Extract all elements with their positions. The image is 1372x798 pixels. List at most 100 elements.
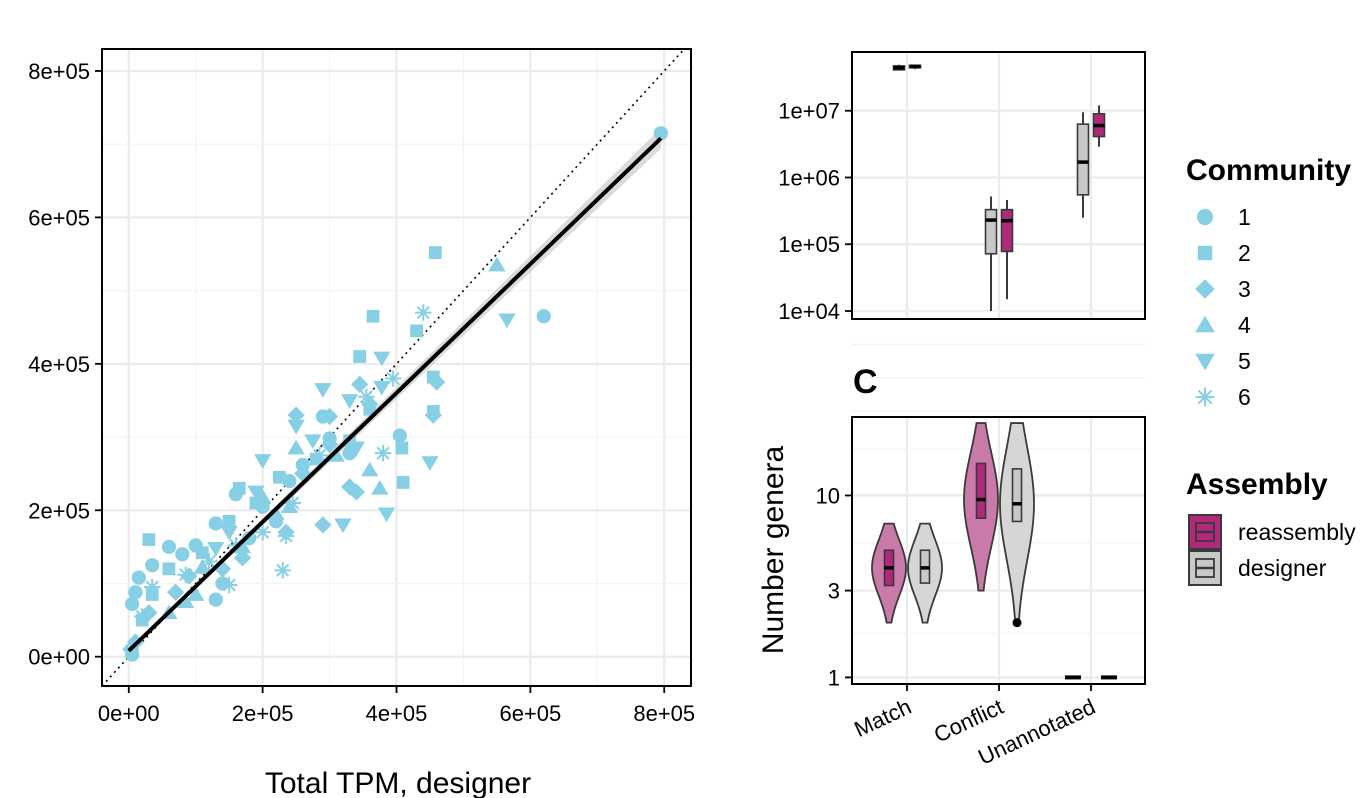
scatter-point-community-1 [536,309,551,324]
legend-community: Community 1 2 3 4 5 6 [1186,154,1351,410]
scatter-point-community-1 [208,516,223,531]
scatter-point-community-1 [282,473,297,489]
scatter-point-community-6 [415,304,432,321]
scatter-point-community-6 [374,444,392,462]
scatter-point-community-6 [177,566,194,583]
legend-community-title: Community [1186,154,1351,187]
scatter-point-community-1 [653,126,669,141]
scatter-point-community-6 [133,608,151,625]
scatter-point-community-2 [272,470,286,484]
violin-y-ticks: 1 3 10 [816,483,852,690]
scatter-x-tick-label: 0e+00 [98,701,160,726]
scatter-point-community-3 [428,373,446,391]
legend-key-community-5 [1195,353,1215,371]
scatter-point-community-5 [220,525,238,541]
violin-conflict-reassembly [963,422,999,592]
scatter-point-community-5 [373,351,391,367]
scatter-point-community-4 [371,480,389,495]
scatter-point-community-5 [287,419,305,435]
scatter-point-community-4 [187,586,205,601]
scatter-point-community-5 [207,541,225,557]
violin-x-tick-label: Match [850,694,915,742]
legend-key-assembly-reassembly [1188,514,1222,550]
scatter-point-community-3 [320,407,339,426]
box-match-designer [908,64,922,70]
scatter-point-community-3 [424,406,442,424]
box-body [984,208,998,255]
legend-key-community-6 [1195,387,1215,407]
scatter-point-community-3 [314,516,332,534]
scatter-point-community-3 [320,435,339,454]
violin-y-tick-label: 10 [816,483,840,508]
scatter-point-community-1 [208,592,223,607]
legend-label-community: 4 [1238,312,1251,338]
scatter-point-community-5 [498,313,516,329]
violin-y-tick-label: 1 [828,665,840,690]
box-y-tick-label: 1e+06 [778,165,840,190]
scatter-point-community-1 [124,596,140,612]
violin-y-tick-label: 3 [828,579,840,604]
scatter-point-community-5 [421,456,439,471]
scatter-point-community-4 [361,461,379,477]
box-grid [852,52,1145,412]
box-match-reassembly [892,64,906,71]
scatter-point-community-6 [220,576,238,594]
box-y-tick-label: 1e+04 [778,299,840,324]
box-body [1076,123,1090,196]
scatter-y-tick-label: 6e+05 [28,205,90,230]
scatter-point-community-1 [175,547,190,562]
scatter-y-tick-label: 8e+05 [28,59,90,84]
scatter-point-community-5 [377,507,396,523]
scatter-point-community-5 [334,518,352,534]
violin-match-designer [907,522,943,624]
scatter-x-tick-label: 2e+05 [232,701,294,726]
legend-label-assembly: designer [1238,555,1327,581]
scatter-point-community-2 [353,350,367,363]
violin-box [1011,468,1023,523]
box-conflict-reassembly [1000,200,1014,300]
scatter-y-tick-label: 2e+05 [28,498,90,523]
box-body [1000,208,1014,253]
box-marks [892,64,1106,311]
scatter-point-community-2 [222,514,236,528]
scatter-point-community-1 [161,539,177,555]
scatter-point-community-6 [277,527,295,545]
scatter-point-community-4 [193,559,212,574]
scatter-point-community-1 [295,457,310,473]
scatter-x-tick-label: 6e+05 [499,701,561,726]
box-y-tick-label: 1e+05 [778,232,840,257]
scatter-point-community-6 [274,562,291,579]
scatter-point-community-2 [196,546,209,560]
scatter-point-community-2 [410,324,423,338]
legend-key-box [1188,514,1222,550]
scatter-point-community-6 [200,553,218,570]
violin-conflict-designer [999,422,1035,628]
scatter-point-community-6 [311,447,328,464]
scatter-point-community-6 [358,388,375,406]
legend-label-community: 2 [1238,240,1251,266]
scatter-point-community-4 [287,439,305,455]
legend-assembly-title: Assembly [1186,468,1328,501]
violin-grid [852,417,1145,684]
scatter-point-community-5 [304,434,322,449]
scatter-point-community-3 [233,549,252,567]
scatter-point-community-2 [366,309,380,323]
legend-community-items: 1 2 3 4 5 6 [1195,204,1251,410]
scatter-point-community-3 [351,375,369,393]
scatter-point-community-4 [488,256,506,272]
box-conflict-designer [984,196,998,311]
violin-match-reassembly [871,522,907,624]
scatter-point-community-2 [232,481,246,495]
fit-line [127,136,663,653]
scatter-point-community-2 [428,246,442,259]
scatter-point-community-5 [373,380,391,396]
scatter-y-tick-label: 4e+05 [28,352,90,377]
scatter-y-tick-label: 0e+00 [28,645,90,670]
scatter-x-tick-label: 8e+05 [633,701,695,726]
scatter-point-community-5 [341,394,359,409]
scatter-point-community-3 [347,483,365,501]
scatter-point-community-3 [167,583,185,601]
scatter-point-community-4 [327,447,345,462]
scatter-panel: 0e+00 2e+05 4e+05 6e+05 8e+05 0e+00 2e+05 4e+0… [28,48,695,798]
